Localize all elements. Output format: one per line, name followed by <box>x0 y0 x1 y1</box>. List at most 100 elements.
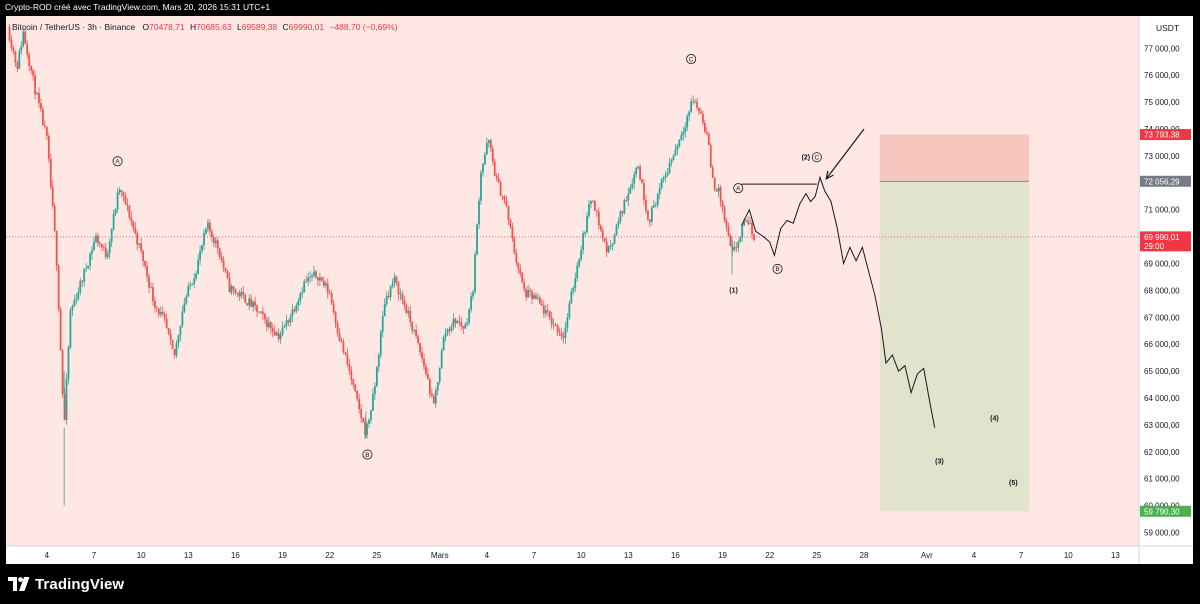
arrow-head[interactable] <box>825 170 834 180</box>
wave-label[interactable]: B <box>365 452 369 459</box>
candle <box>346 348 349 367</box>
candle <box>493 158 496 177</box>
candle-body <box>307 277 310 282</box>
candle-body <box>523 282 526 290</box>
candle-body <box>256 305 258 312</box>
candle-body <box>478 200 480 225</box>
time-tick-label: 25 <box>812 551 821 560</box>
candle-body <box>262 311 264 315</box>
candle-body <box>489 140 492 149</box>
candle <box>702 110 704 126</box>
candle-body <box>360 408 363 419</box>
candle-body <box>725 220 728 227</box>
candle-body <box>432 395 435 404</box>
take-profit-zone[interactable] <box>879 181 1029 512</box>
price-tag[interactable] <box>1140 175 1191 187</box>
candle-body <box>454 318 457 324</box>
candle-body <box>621 211 624 214</box>
candle-body <box>617 220 620 225</box>
candle <box>114 207 117 217</box>
candle-body <box>91 249 93 254</box>
arrow-shaft[interactable] <box>825 128 865 180</box>
wave-label-circle[interactable] <box>362 449 373 460</box>
risk-reward-zones[interactable] <box>6 134 1139 512</box>
candle <box>674 144 677 156</box>
wave-label[interactable]: C <box>689 56 694 63</box>
tradingview-logo[interactable]: TradingView <box>8 574 124 594</box>
price-tag[interactable] <box>1140 231 1191 252</box>
candle <box>108 238 111 259</box>
wave-label[interactable]: (5) <box>1009 480 1018 487</box>
candle-body <box>375 367 378 387</box>
wave-label-circle[interactable] <box>112 156 123 167</box>
candle-body <box>556 325 559 333</box>
candle <box>370 408 372 424</box>
candle <box>34 71 36 100</box>
candle-body <box>403 299 406 306</box>
candle <box>260 311 262 315</box>
wave-label[interactable]: B <box>775 266 779 273</box>
wave-label-circle[interactable] <box>733 183 744 194</box>
candle-body <box>45 126 48 136</box>
time-axis[interactable]: 4 7 10 13 16 19 22 25 Mars 4 7 10 13 16 19 22 25 28 Avr 4 7 1… <box>45 551 1121 560</box>
candle <box>385 291 388 307</box>
candle-body <box>161 312 164 315</box>
drawings[interactable]: A B C A B C (2) (1) (3) (4) (5) <box>112 54 1018 487</box>
price-tag[interactable] <box>1140 129 1191 141</box>
candle <box>529 287 531 298</box>
candle <box>409 305 412 328</box>
candle-body <box>648 219 651 222</box>
wave-label[interactable]: A <box>736 185 741 192</box>
candle-body <box>446 329 449 334</box>
wave-label[interactable]: (1) <box>729 288 738 295</box>
price-chart[interactable]: A B C A B C (2) (1) (3) (4) (5) 59 000,0060 000,00… <box>6 16 1193 564</box>
candle-body <box>87 265 90 269</box>
candle <box>733 241 736 252</box>
wave-label-circle[interactable] <box>686 54 697 65</box>
candle-body <box>690 101 693 112</box>
candle <box>256 304 258 318</box>
candle-body <box>330 293 333 304</box>
candle-body <box>244 294 247 304</box>
candle <box>660 177 663 190</box>
wave-label-circle[interactable] <box>811 152 822 163</box>
candle-body <box>680 134 683 140</box>
price-tick-label: 62 000,00 <box>1144 448 1180 457</box>
candle-body <box>216 240 219 249</box>
stop-loss-zone[interactable] <box>879 134 1029 182</box>
candle-body <box>248 298 251 306</box>
candle <box>670 158 673 167</box>
candle-body <box>533 295 535 299</box>
candle-body <box>572 287 575 292</box>
candle-body <box>67 347 70 380</box>
wave-label[interactable]: A <box>115 159 120 166</box>
candle-body <box>711 167 714 179</box>
legend-close-value: 69990,01 <box>289 22 325 32</box>
candle-body <box>421 352 423 359</box>
price-tag[interactable] <box>1140 505 1191 517</box>
candle <box>523 278 526 293</box>
wave-label[interactable]: (3) <box>935 459 944 466</box>
wave-label-circle[interactable] <box>772 263 783 274</box>
candle <box>427 367 429 380</box>
candle-body <box>705 132 708 134</box>
candle-body <box>299 293 302 301</box>
wave-label[interactable]: (2) <box>802 155 811 162</box>
candle-body <box>444 333 447 337</box>
candle-body <box>381 316 384 332</box>
candle-body <box>436 382 439 391</box>
candle <box>169 329 172 346</box>
forecast-path[interactable] <box>740 175 936 428</box>
wave-label[interactable]: (4) <box>990 416 999 423</box>
candle <box>666 167 669 177</box>
wave-label[interactable]: C <box>815 155 820 162</box>
candle <box>122 191 125 202</box>
candle <box>240 287 243 299</box>
currency-label[interactable]: USDT <box>1156 23 1179 33</box>
candle-body <box>482 163 484 173</box>
candle <box>148 273 150 293</box>
candle <box>423 353 425 371</box>
candle <box>144 260 146 270</box>
candle <box>45 126 48 141</box>
